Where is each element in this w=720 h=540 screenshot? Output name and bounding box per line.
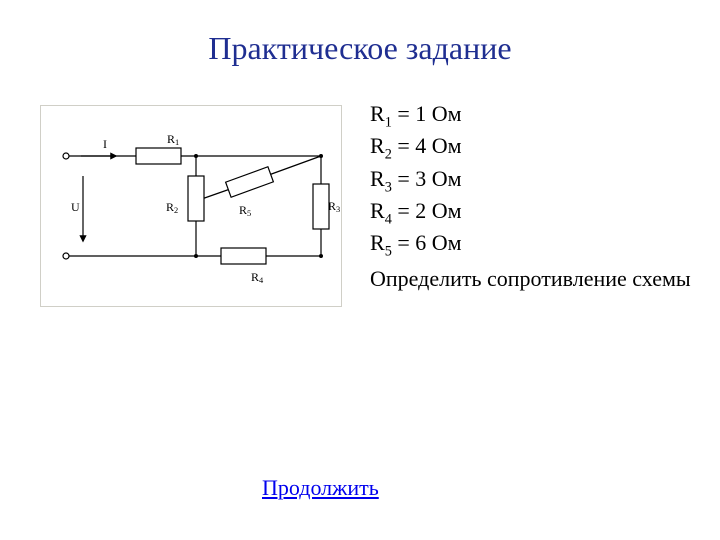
r3-sub: 3: [385, 179, 392, 195]
r4-sub: 4: [385, 211, 392, 227]
r3-symbol: R: [370, 166, 385, 191]
r3-eq: = 3 Ом: [392, 166, 462, 191]
value-r1: R1 = 1 Ом: [370, 100, 700, 132]
continue-link[interactable]: Продолжить: [262, 475, 379, 501]
svg-text:R4: R4: [251, 270, 264, 285]
circuit-diagram: R1 R2 R3 R4 R5 I U: [40, 105, 342, 307]
task-question: Определить сопротивление схемы: [370, 265, 700, 293]
page-title: Практическое задание: [0, 30, 720, 67]
svg-text:R2: R2: [166, 200, 178, 215]
r1-eq: = 1 Ом: [392, 101, 462, 126]
r4-symbol: R: [370, 198, 385, 223]
r5-eq: = 6 Ом: [392, 230, 462, 255]
value-r3: R3 = 3 Ом: [370, 165, 700, 197]
svg-text:U: U: [71, 200, 80, 214]
svg-text:I: I: [103, 137, 107, 151]
svg-text:R5: R5: [239, 203, 251, 218]
given-values: R1 = 1 Ом R2 = 4 Ом R3 = 3 Ом R4 = 2 Ом …: [370, 100, 700, 293]
r2-sub: 2: [385, 147, 392, 163]
r5-sub: 5: [385, 243, 392, 259]
svg-text:R3: R3: [328, 199, 340, 214]
svg-text:R1: R1: [167, 132, 179, 147]
value-r2: R2 = 4 Ом: [370, 132, 700, 164]
r4-eq: = 2 Ом: [392, 198, 462, 223]
r5-symbol: R: [370, 230, 385, 255]
value-r5: R5 = 6 Ом: [370, 229, 700, 261]
r1-sub: 1: [385, 114, 392, 130]
r2-symbol: R: [370, 133, 385, 158]
slide: Практическое задание R1R2R3R4R5IU R1 = 1…: [0, 0, 720, 540]
r2-eq: = 4 Ом: [392, 133, 462, 158]
value-r4: R4 = 2 Ом: [370, 197, 700, 229]
r1-symbol: R: [370, 101, 385, 126]
